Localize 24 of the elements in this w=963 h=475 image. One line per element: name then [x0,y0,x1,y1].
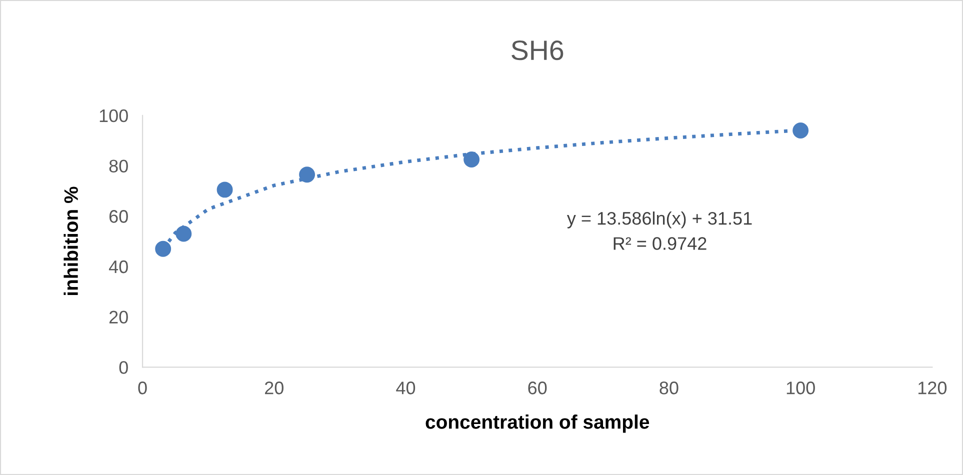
x-tick-label: 120 [918,382,947,394]
x-tick-label: 20 [265,382,284,394]
y-tick-label: 80 [109,160,128,172]
annotation: y = 13.586ln(x) + 31.51 [566,211,752,228]
x-tick-label: 80 [660,382,678,394]
x-tick-label: 60 [528,382,547,394]
point [792,122,809,139]
y-tick-label: 0 [119,361,128,374]
x-axis-title: concentration of sample [426,414,650,433]
x-tick-label: 0 [138,382,147,394]
point [216,182,233,198]
point [176,226,192,242]
point [155,240,172,257]
x-tick-label: 40 [396,382,416,394]
y-tick-label: 20 [109,310,128,324]
point [299,166,316,183]
x-tick-label: 100 [786,382,815,394]
y-axis-title: inhibition % [64,186,78,296]
chart-title: SH6 [512,40,564,60]
y-tick-label: 60 [109,210,128,223]
annotation: R² = 0.9742 [614,237,706,250]
point [464,152,480,168]
y-tick-label: 100 [100,109,128,122]
y-tick-label: 40 [108,260,128,274]
